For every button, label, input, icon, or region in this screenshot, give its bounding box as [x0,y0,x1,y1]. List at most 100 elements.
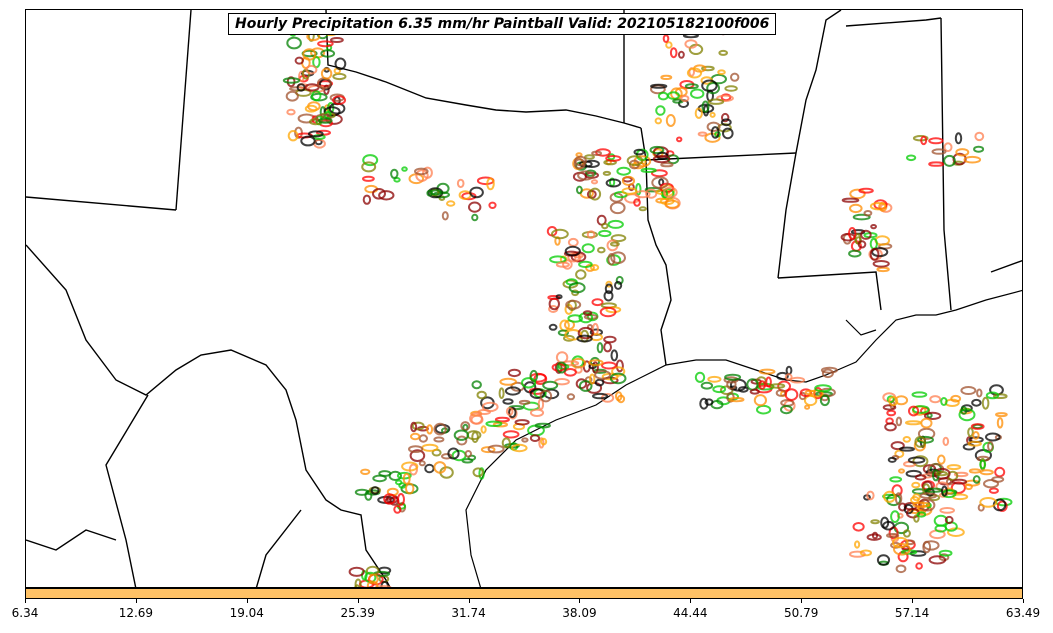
precip-blob [597,246,606,254]
precip-blob [890,441,905,451]
tx-la-border [640,127,672,366]
precip-blob [857,240,867,249]
precip-blob [529,388,545,400]
precip-blob [581,243,595,254]
colorbar-tick [135,599,137,603]
precip-blob [415,169,429,182]
precip-blob [446,200,456,207]
precip-blob [701,65,715,72]
precip-blob [320,67,333,80]
precip-blob [652,155,671,164]
map-canvas [26,10,1022,587]
precip-blob [852,213,871,221]
precip-blob [610,234,627,243]
precip-blob [716,94,734,103]
precip-blob [599,306,617,318]
colorbar-tick [468,599,470,603]
precip-blob [498,387,505,400]
precip-blob [615,359,624,373]
precip-blob [518,399,531,405]
precip-blob [860,229,872,240]
precip-blob [946,464,962,471]
precip-blob [848,249,862,258]
precip-blob [972,475,981,484]
precip-blob [941,485,948,497]
precip-blob [502,430,520,439]
precip-blob [707,375,722,383]
precip-blob [651,169,668,178]
precip-blob [887,456,897,463]
precip-blob [700,381,714,390]
precip-blob [285,90,299,102]
precip-blob [906,154,917,162]
precip-blob [626,155,644,167]
precip-blob [866,533,882,541]
precip-blob [504,386,521,396]
mex-state-border-3 [255,509,302,587]
precip-blob [706,121,721,133]
precip-blob [917,427,936,440]
precip-blob [307,130,324,138]
precip-blob [849,550,866,558]
precip-blob [718,49,729,56]
precip-blob [996,417,1004,429]
precip-blob [662,186,678,199]
precip-blob [848,227,857,240]
precip-contours [282,15,1013,587]
precip-blob [694,371,706,383]
precip-blob [456,435,468,446]
precip-blob [603,290,614,302]
colorbar-tick-label: 44.44 [673,606,708,620]
precip-blob [611,366,626,377]
precip-blob [841,197,860,203]
precip-blob [690,88,705,99]
precip-blob [314,113,332,123]
precip-blob [486,177,495,191]
precip-blob [410,421,418,433]
precip-blob [508,406,517,419]
precip-blob [890,510,900,524]
precip-blob [701,79,718,92]
precip-blob [905,469,922,478]
precip-blob [892,536,909,549]
precip-blob [657,91,669,101]
precip-blob [660,162,674,168]
precip-blob [884,422,897,432]
precip-blob [362,194,372,205]
precip-blob [480,446,496,454]
precip-blob [928,137,944,145]
precip-blob [872,260,890,268]
precip-blob [645,188,658,199]
colorbar-tick-label: 38.09 [562,606,597,620]
precip-blob [471,380,482,390]
precip-blob [609,372,627,385]
precip-blob [883,490,896,503]
precip-blob [890,541,902,549]
precip-blob [669,47,678,59]
ok-nm-border [26,196,177,211]
rio-grande-border [26,244,391,587]
precip-blob [461,458,474,464]
precip-blob [332,95,347,105]
precip-blob [305,64,318,75]
precip-blob [573,158,586,170]
coastline-path [465,289,1022,587]
gulf-coastline [465,289,1022,587]
ar-la-border [645,152,797,161]
precip-blob [562,259,573,270]
precip-blob [588,187,602,201]
precip-blob [684,39,698,49]
precip-blob [943,142,953,153]
map-title: Hourly Precipitation 6.35 mm/hr Paintbal… [228,13,777,35]
precip-blob [776,371,789,381]
precip-blob [724,373,742,381]
precip-blob [710,126,720,139]
precip-blob [401,166,408,172]
precip-blob [294,56,304,65]
precip-blob [712,385,727,394]
precip-blob [940,397,948,406]
precip-blob [591,150,602,157]
precip-blob [383,493,396,505]
precip-blob [707,98,725,105]
precip-blob [699,397,709,410]
